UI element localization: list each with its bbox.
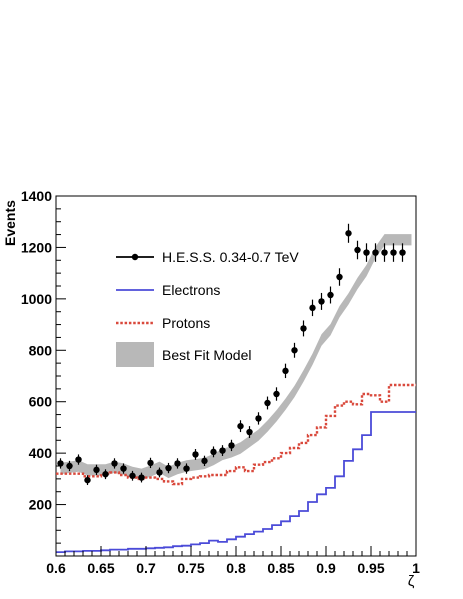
data-point [165,464,172,472]
data-point [156,469,163,476]
data-point [255,415,262,422]
data-point [147,459,154,467]
x-tick-label: 0.85 [267,560,294,576]
data-point [66,462,73,470]
legend: H.E.S.S. 0.34-0.7 TeV Electrons Protons Bes… [116,249,299,367]
data-point [210,448,217,456]
legend-marker-hess-point [131,253,139,261]
data-point [327,291,334,299]
y-tick-label: 200 [29,497,53,513]
x-tick-label: 1 [412,560,420,576]
data-point [318,298,325,305]
data-point [93,466,100,474]
axis-ticks: 0.6 0.65 0.7 0.75 0.8 0.85 0.9 0.95 120040060080… [21,188,420,576]
data-point [390,249,397,256]
data-point [192,451,199,458]
data-points [57,223,406,486]
data-point [75,456,82,463]
y-tick-label: 600 [29,394,53,410]
legend-label: Best Fit Model [162,347,251,363]
x-tick-label: 0.95 [357,560,384,576]
data-point [57,460,64,467]
data-point [336,273,343,281]
electrons-histogram [56,411,416,553]
data-point [399,249,406,256]
data-point [201,457,208,465]
data-point [219,447,226,454]
data-point [111,460,118,467]
data-point [174,460,181,467]
legend-label: H.E.S.S. 0.34-0.7 TeV [162,249,299,265]
y-axis-label: Events [2,200,18,246]
data-point [228,442,235,449]
legend-marker-best-fit [116,342,154,367]
data-point [291,347,298,354]
x-tick-label: 0.8 [226,560,246,576]
data-point [354,246,361,254]
data-point [309,304,316,312]
data-point [246,428,253,436]
data-point [345,230,352,237]
x-tick-label: 0.9 [316,560,336,576]
data-point [300,325,307,332]
y-tick-label: 800 [29,342,53,358]
data-point [102,471,109,478]
data-point [237,422,244,430]
x-axis-label: ζ [408,573,415,590]
legend-label: Electrons [162,282,220,298]
protons-histogram [56,383,416,486]
x-tick-label: 0.6 [46,560,66,576]
y-tick-label: 1000 [21,291,52,307]
y-tick-label: 400 [29,445,53,461]
step-histograms [56,383,416,553]
data-point [138,474,145,481]
data-point [363,249,370,256]
data-point [84,476,91,484]
x-tick-label: 0.75 [177,560,204,576]
data-point [120,465,127,472]
data-point [273,390,280,398]
data-point [381,249,388,256]
y-tick-label: 1200 [21,239,52,255]
y-tick-label: 1400 [21,188,52,204]
x-tick-label: 0.65 [87,560,114,576]
data-point [372,249,379,256]
data-point [129,472,136,479]
legend-label: Protons [162,315,210,331]
data-point [183,465,190,472]
data-point [282,367,289,375]
data-point [264,399,271,407]
x-tick-label: 0.7 [136,560,156,576]
